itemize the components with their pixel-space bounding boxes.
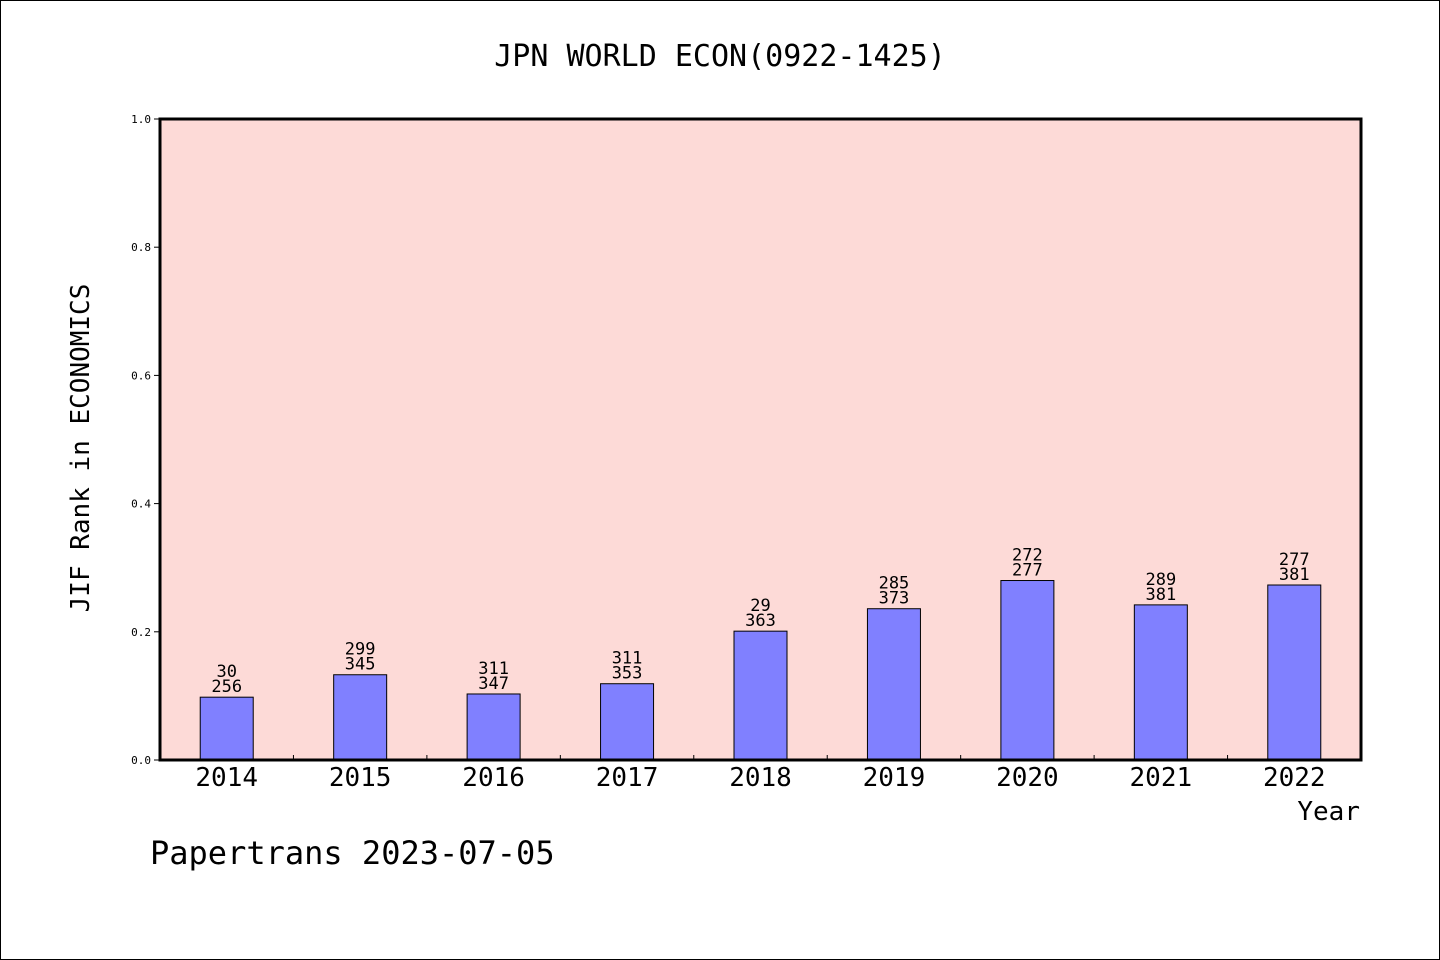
bar-total-label: 381 bbox=[1279, 565, 1310, 585]
bar-rank-label: 29 bbox=[750, 596, 770, 616]
bar-2015 bbox=[333, 674, 388, 761]
x-axis-label: Year bbox=[1297, 797, 1360, 827]
bar-rank-label: 289 bbox=[1145, 570, 1176, 590]
y-tick-label: 0.0 bbox=[131, 754, 151, 767]
bar-2019 bbox=[866, 608, 921, 761]
bar-rank-label: 285 bbox=[879, 574, 910, 594]
x-tick-label: 2015 bbox=[329, 763, 392, 793]
x-axis: 2014 2015 2016 2017 2018 2019 2020 2021 2022 bbox=[195, 755, 1326, 793]
x-tick-label: 2022 bbox=[1263, 763, 1326, 793]
y-tick-label: 0.8 bbox=[131, 241, 151, 254]
bar-total-label: 277 bbox=[1012, 561, 1043, 581]
y-axis: 0.0 0.2 0.4 0.6 0.8 1.0 bbox=[131, 113, 160, 767]
bar-2016 bbox=[466, 693, 521, 761]
y-tick-label: 0.4 bbox=[131, 498, 151, 511]
x-tick-label: 2019 bbox=[863, 763, 926, 793]
bar-rank-label: 272 bbox=[1012, 546, 1043, 566]
footer-credit: Papertrans 2023-07-05 bbox=[150, 834, 555, 872]
bar-2017 bbox=[600, 683, 655, 761]
plot-border bbox=[158, 117, 1363, 762]
x-tick-label: 2020 bbox=[996, 763, 1059, 793]
x-tick-label: 2016 bbox=[462, 763, 525, 793]
x-tick-label: 2017 bbox=[596, 763, 659, 793]
bar-total-label: 363 bbox=[745, 611, 776, 631]
bar-total-label: 373 bbox=[879, 589, 910, 609]
y-tick-label: 0.6 bbox=[131, 369, 151, 382]
bar-2018 bbox=[733, 630, 788, 761]
bar-rank-label: 30 bbox=[216, 662, 236, 682]
bar-total-label: 353 bbox=[612, 664, 643, 684]
y-tick-label: 0.2 bbox=[131, 626, 151, 639]
bar-rank-label: 311 bbox=[478, 659, 509, 679]
y-tick-label: 1.0 bbox=[131, 113, 151, 126]
bar-total-label: 347 bbox=[478, 674, 509, 694]
bar-rank-label: 311 bbox=[612, 649, 643, 669]
x-tick-label: 2014 bbox=[195, 763, 258, 793]
bar-2020 bbox=[1000, 580, 1055, 761]
chart-title: JPN WORLD ECON(0922-1425) bbox=[494, 39, 946, 74]
bar-2021 bbox=[1133, 604, 1188, 761]
bar-total-label: 256 bbox=[211, 677, 242, 697]
y-axis-label: JIF Rank in ECONOMICS bbox=[66, 284, 96, 613]
x-tick-label: 2018 bbox=[729, 763, 792, 793]
bar-total-label: 345 bbox=[345, 655, 376, 675]
bar-rank-label: 299 bbox=[345, 640, 376, 660]
bar-total-label: 381 bbox=[1145, 585, 1176, 605]
bar-2014 bbox=[199, 696, 254, 761]
x-tick-label: 2021 bbox=[1130, 763, 1193, 793]
bar-series bbox=[199, 580, 1322, 761]
bar-rank-label: 277 bbox=[1279, 550, 1310, 570]
bar-2022 bbox=[1267, 584, 1322, 761]
